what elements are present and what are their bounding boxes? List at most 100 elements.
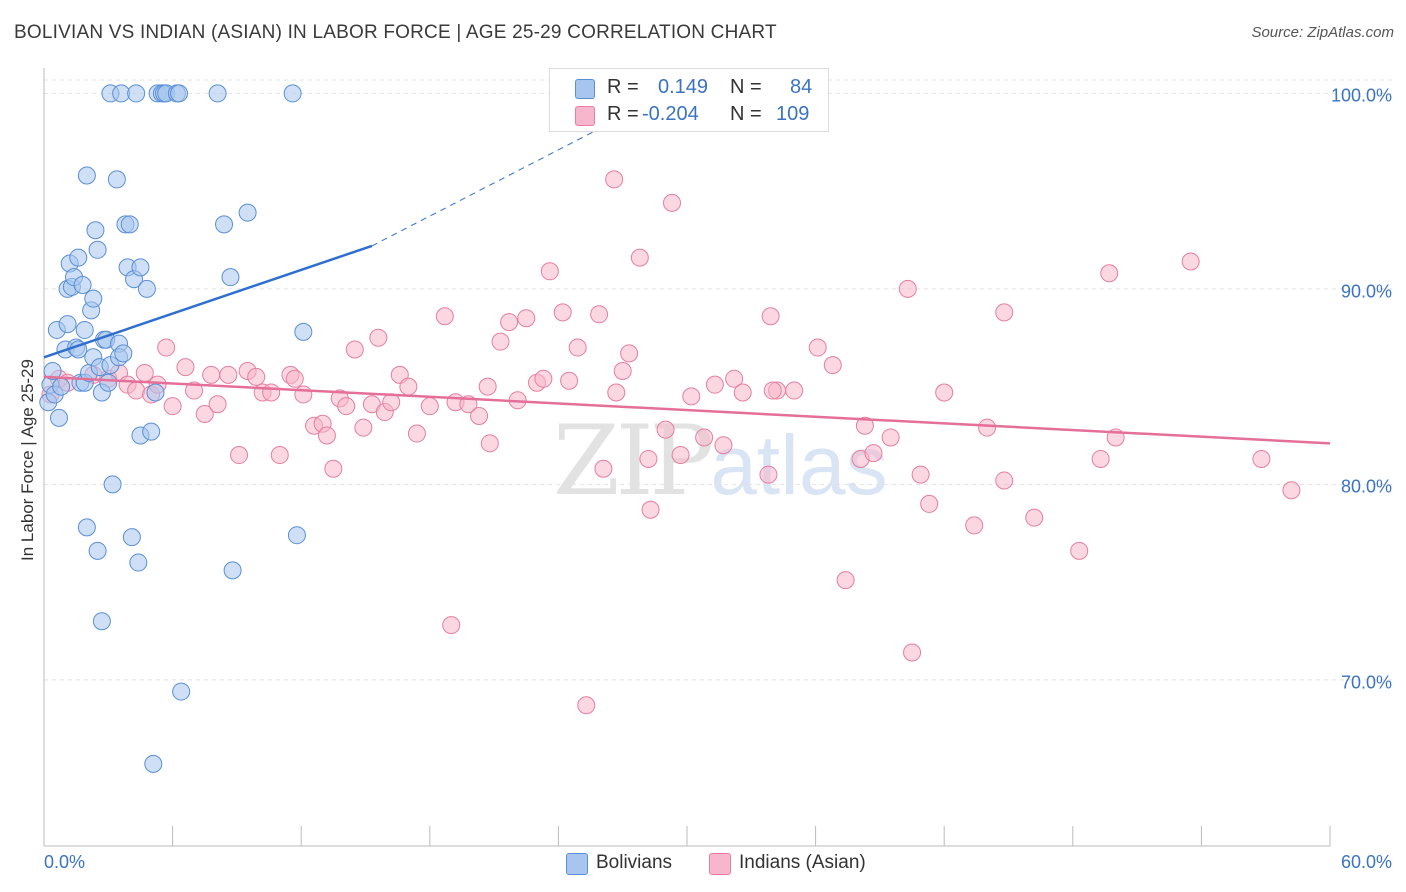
bolivian-point	[144, 754, 163, 773]
indian-point	[695, 428, 714, 447]
indian-point	[855, 416, 874, 435]
legend-swatch-indians	[709, 853, 731, 875]
indian-point	[534, 369, 553, 388]
indian-point	[407, 424, 426, 443]
bolivian-point	[92, 612, 111, 631]
legend-swatch-bolivians	[566, 853, 588, 875]
indian-point	[540, 262, 559, 281]
indian-point	[662, 193, 681, 212]
indian-point	[714, 436, 733, 455]
indian-point	[656, 420, 675, 439]
indian-point	[671, 446, 690, 465]
indian-point	[920, 494, 939, 513]
indian-point	[864, 444, 883, 463]
y-tick-label: 90.0%	[1340, 281, 1392, 302]
watermark-zip: ZIP	[553, 405, 714, 517]
source-label: Source: ZipAtlas.com	[1251, 24, 1394, 41]
bolivian-point	[122, 528, 141, 547]
indian-point	[354, 418, 373, 437]
indian-point	[208, 395, 227, 414]
indian-point	[725, 369, 744, 388]
indian-point	[808, 338, 827, 357]
bolivian-point	[208, 84, 227, 103]
indian-point	[785, 381, 804, 400]
indian-point	[1091, 449, 1110, 468]
indian-point	[995, 471, 1014, 490]
indian-point	[480, 434, 499, 453]
stats-n-label: N =	[730, 76, 762, 98]
indian-point	[470, 406, 489, 425]
legend: Bolivians Indians (Asian)	[0, 852, 1406, 878]
indian-point	[568, 338, 587, 357]
stats-box: R = 0.149 N = 84 R = -0.204 N = 109	[549, 68, 829, 132]
bolivian-point	[114, 344, 133, 363]
bolivian-point	[215, 215, 234, 234]
indian-point	[500, 313, 519, 332]
indian-point	[262, 383, 281, 402]
bolivian-point	[43, 361, 62, 380]
indian-point	[911, 465, 930, 484]
indian-point	[285, 369, 304, 388]
indian-point	[185, 381, 204, 400]
bolivian-point	[146, 383, 165, 402]
stats-r-label: R =	[607, 103, 639, 125]
bolivian-point	[88, 541, 107, 560]
indian-point	[965, 516, 984, 535]
stats-n-value: 109	[776, 103, 810, 125]
bolivian-point	[127, 84, 146, 103]
bolivian-point	[294, 322, 313, 341]
bolivian-point	[77, 166, 96, 185]
legend-label-bolivians: Bolivians	[596, 852, 673, 873]
stats-n-label: N =	[730, 103, 762, 125]
y-tick-label: 80.0%	[1340, 476, 1392, 497]
y-tick-label: 70.0%	[1340, 672, 1392, 693]
bolivian-point	[131, 258, 150, 277]
y-axis-label: In Labor Force | Age 25-29	[18, 359, 37, 561]
stats-r-label: R =	[607, 76, 639, 98]
indian-point	[1181, 252, 1200, 271]
indian-point	[369, 328, 388, 347]
bolivian-point	[238, 203, 257, 222]
indian-point	[639, 449, 658, 468]
indian-point	[157, 338, 176, 357]
indian-point	[605, 170, 624, 189]
indian-point	[682, 387, 701, 406]
indian-point	[176, 358, 195, 377]
indian-point	[230, 446, 249, 465]
indian-point	[247, 367, 266, 386]
indian-point	[491, 332, 510, 351]
bolivian-point	[112, 84, 131, 103]
indian-point	[1282, 481, 1301, 500]
indian-point	[823, 356, 842, 375]
bolivian-point	[221, 268, 240, 287]
bolivian-point	[107, 170, 126, 189]
bolivian-point	[129, 553, 148, 572]
indian-point	[733, 383, 752, 402]
bolivian-point	[73, 275, 92, 294]
legend-label-indians: Indians (Asian)	[739, 852, 866, 873]
indian-point	[620, 344, 639, 363]
indian-point	[195, 404, 214, 423]
bolivian-trend-extension	[371, 83, 688, 247]
indian-point	[324, 459, 343, 478]
indian-point	[202, 365, 221, 384]
indian-point	[594, 459, 613, 478]
indian-point	[478, 377, 497, 396]
stats-swatch-indians	[575, 106, 595, 126]
bolivian-point	[172, 682, 191, 701]
indian-point	[127, 381, 146, 400]
bolivian-point	[58, 315, 77, 334]
indian-point	[560, 371, 579, 390]
indian-point	[553, 303, 572, 322]
indian-point	[903, 643, 922, 662]
indian-point	[641, 500, 660, 519]
indian-point	[435, 307, 454, 326]
indian-point	[337, 397, 356, 416]
indian-point	[630, 248, 649, 267]
stats-r-value: 0.149	[658, 76, 709, 98]
indian-trend-line	[43, 375, 1331, 445]
stats-swatch-bolivians	[575, 79, 595, 99]
indian-point	[995, 303, 1014, 322]
bolivian-point	[120, 215, 139, 234]
